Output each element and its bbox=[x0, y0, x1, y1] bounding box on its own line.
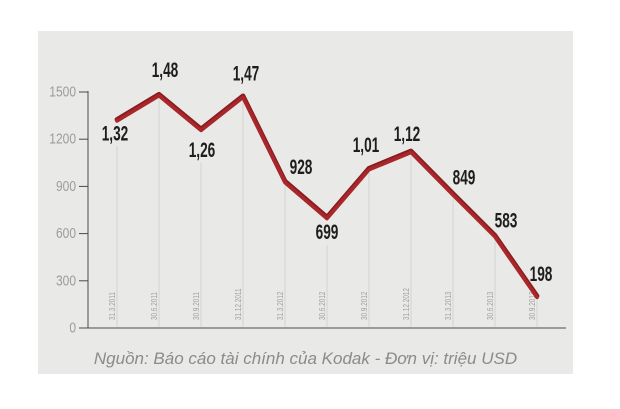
x-tick-label: 31.12.2011 bbox=[233, 288, 243, 320]
x-tick-label: 30.9.2011 bbox=[191, 292, 201, 320]
y-tick-label: 1500 bbox=[49, 83, 76, 100]
x-tick-label: 31.3.2012 bbox=[275, 292, 285, 320]
x-tick-label: 30.6.2012 bbox=[317, 292, 327, 320]
series-line bbox=[115, 93, 539, 300]
data-point-label: 1,47 bbox=[233, 62, 260, 86]
data-point-label: 699 bbox=[316, 220, 339, 244]
x-tick-label: 31.12.2012 bbox=[401, 288, 411, 320]
y-tick-label: 300 bbox=[56, 272, 76, 289]
x-tick-label: 31.3.2011 bbox=[107, 292, 117, 320]
data-point-label: 928 bbox=[290, 155, 313, 179]
data-point-label: 1,26 bbox=[189, 138, 216, 162]
data-point-label: 1,32 bbox=[102, 121, 129, 145]
x-tick-label: 30.9.2013 bbox=[527, 292, 537, 320]
data-point-label: 583 bbox=[495, 208, 518, 232]
x-tick-label: 30.6.2013 bbox=[485, 292, 495, 320]
data-point-label: 1,48 bbox=[152, 58, 179, 82]
y-tick-label: 0 bbox=[69, 319, 76, 336]
y-tick-label: 600 bbox=[56, 225, 76, 242]
data-point-label: 1,12 bbox=[394, 122, 421, 146]
data-point-label: 849 bbox=[453, 165, 476, 189]
chart-source-caption: Nguồn: Báo cáo tài chính của Kodak - Đơn… bbox=[93, 349, 518, 368]
x-tick-label: 30.9.2012 bbox=[359, 292, 369, 320]
data-point-label: 1,01 bbox=[353, 133, 380, 157]
x-tick-label: 31.3.2013 bbox=[443, 292, 453, 320]
y-tick-label: 1200 bbox=[49, 130, 76, 147]
data-point-label: 198 bbox=[530, 262, 553, 286]
y-tick-label: 900 bbox=[56, 178, 76, 195]
x-tick-label: 30.6.2011 bbox=[149, 292, 159, 320]
